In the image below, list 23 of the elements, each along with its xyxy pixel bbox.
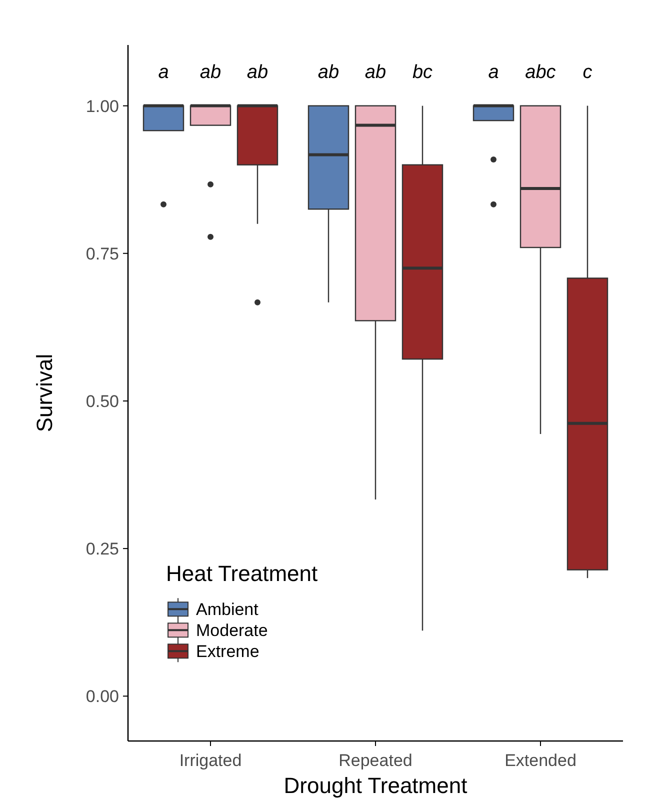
x-tick-label: Repeated — [338, 751, 412, 770]
annotation: ab — [246, 62, 268, 83]
y-axis-title: Survival — [32, 354, 57, 432]
legend-title: Heat Treatment — [166, 561, 318, 586]
y-tick-label: 0.25 — [86, 540, 119, 558]
x-tick-label: Extended — [504, 751, 576, 770]
x-axis-title: Drought Treatment — [284, 773, 468, 798]
legend-label: Ambient — [196, 600, 259, 620]
legend-label: Moderate — [196, 621, 268, 640]
annotation: c — [582, 62, 593, 83]
annotation: ab — [318, 62, 340, 83]
annotation: ab — [364, 62, 386, 83]
y-tick-label: 0.75 — [86, 244, 119, 264]
x-tick-label: Irrigated — [179, 751, 242, 770]
annotation: a — [488, 62, 499, 83]
annotation: abc — [525, 62, 556, 83]
y-tick-label: 0.00 — [86, 687, 119, 706]
annotation: ab — [200, 62, 222, 83]
y-tick-label: 1.00 — [86, 96, 119, 116]
y-tick-label: 0.50 — [86, 392, 119, 411]
legend-label: Extreme — [196, 642, 260, 662]
annotation: a — [158, 62, 169, 83]
annotation: bc — [412, 62, 434, 83]
